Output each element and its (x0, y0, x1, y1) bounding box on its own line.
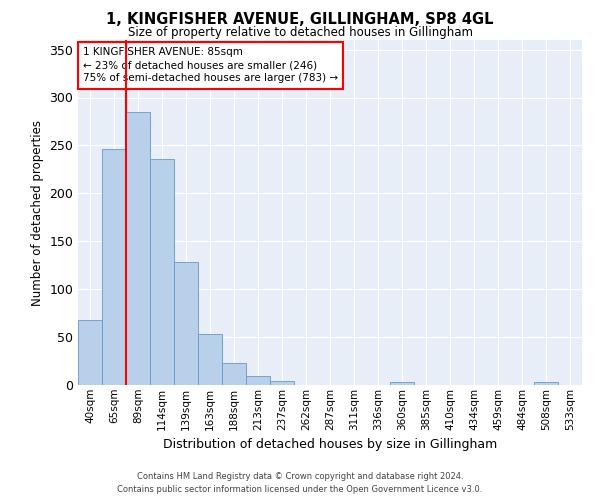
X-axis label: Distribution of detached houses by size in Gillingham: Distribution of detached houses by size … (163, 438, 497, 451)
Bar (78, 320, 102, 385)
Bar (174, 262, 198, 385)
Text: 1 KINGFISHER AVENUE: 85sqm
← 23% of detached houses are smaller (246)
75% of sem: 1 KINGFISHER AVENUE: 85sqm ← 23% of deta… (83, 47, 338, 84)
Bar (126, 112, 150, 385)
Text: 1, KINGFISHER AVENUE, GILLINGHAM, SP8 4GL: 1, KINGFISHER AVENUE, GILLINGHAM, SP8 4G… (106, 12, 494, 28)
Bar (270, 381, 294, 385)
Text: Contains HM Land Registry data © Crown copyright and database right 2024.
Contai: Contains HM Land Registry data © Crown c… (118, 472, 482, 494)
Bar (222, 363, 246, 385)
Text: Size of property relative to detached houses in Gillingham: Size of property relative to detached ho… (128, 26, 473, 39)
Bar (390, 382, 414, 385)
Y-axis label: Number of detached properties: Number of detached properties (31, 120, 44, 306)
Bar (102, 149, 126, 385)
Bar (198, 334, 222, 385)
Bar (246, 376, 270, 385)
Bar (534, 382, 558, 385)
Bar (150, 159, 174, 385)
